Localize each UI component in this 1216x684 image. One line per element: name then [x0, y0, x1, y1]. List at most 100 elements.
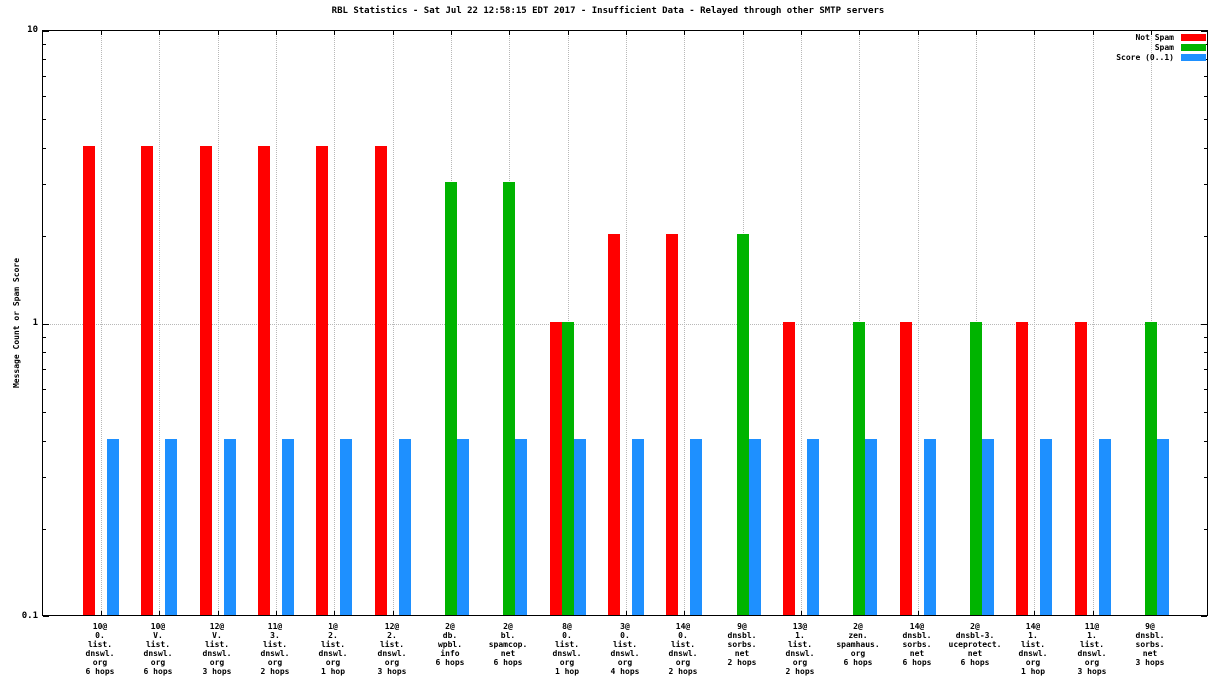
x-category-label-line: 6 hops	[902, 658, 932, 667]
y-major-tick	[1201, 31, 1207, 32]
bar-score-0-1-	[924, 439, 936, 615]
x-category-label-line: 14@	[1025, 622, 1041, 631]
x-category-label-line: org	[559, 658, 575, 667]
x-category-label-line: list.	[1020, 640, 1046, 649]
legend-label: Spam	[1154, 43, 1174, 52]
x-tick	[568, 31, 569, 35]
vertical-gridline	[101, 31, 102, 615]
x-category-label-line: dnsbl.	[1135, 631, 1165, 640]
x-category-label-line: list.	[87, 640, 113, 649]
x-category-label-line: 0.	[620, 631, 630, 640]
x-tick	[393, 611, 394, 615]
x-category-label-line: org	[325, 658, 341, 667]
x-tick	[801, 611, 802, 615]
bar-score-0-1-	[515, 439, 527, 615]
x-category-label-line: dnswl.	[552, 649, 582, 658]
x-category-label-line: dnswl.	[377, 649, 407, 658]
x-category-label-line: dnsbl.	[727, 631, 757, 640]
x-category-label-line: dnswl.	[668, 649, 698, 658]
bar-score-0-1-	[107, 439, 119, 615]
x-category-label-line: 2@	[445, 622, 455, 631]
y-tick-label: 0.1	[21, 611, 38, 621]
x-category-label-line: net	[967, 649, 983, 658]
legend-row: Not Spam	[1116, 33, 1206, 42]
vertical-gridline	[626, 31, 627, 615]
y-minor-tick	[43, 337, 46, 338]
vertical-gridline	[276, 31, 277, 615]
x-category-label-line: 12@	[384, 622, 400, 631]
x-category-label-line: org	[1084, 658, 1100, 667]
legend: Not Spam Spam Score (0..1)	[1116, 33, 1206, 63]
horizontal-gridline-1	[43, 324, 1207, 325]
bar-spam	[737, 234, 749, 615]
x-category-label-line: list.	[379, 640, 405, 649]
vertical-gridline	[334, 31, 336, 615]
x-category-label-line: wpbl.	[437, 640, 463, 649]
bar-spam	[503, 182, 515, 615]
x-category-label-line: sorbs.	[1135, 640, 1165, 649]
y-minor-tick	[1204, 529, 1207, 530]
x-tick	[159, 611, 160, 615]
x-category-label-line: 2 hops	[727, 658, 757, 667]
x-category-label-line: dnswl.	[85, 649, 115, 658]
legend-row: Score (0..1)	[1116, 53, 1206, 62]
vertical-gridline	[801, 31, 802, 615]
bar-not-spam	[375, 146, 387, 615]
bar-spam	[853, 322, 865, 615]
y-minor-tick	[43, 236, 46, 237]
bar-score-0-1-	[282, 439, 294, 615]
legend-swatch-score-0-1-	[1181, 54, 1206, 61]
x-category-label-line: org	[384, 658, 400, 667]
bar-score-0-1-	[165, 439, 177, 615]
vertical-gridline	[1034, 31, 1036, 615]
x-tick	[918, 31, 919, 35]
x-category-label: 13@ 1. list. dnswl. org 2 hops	[764, 622, 836, 676]
y-minor-tick	[43, 529, 46, 530]
x-tick	[276, 611, 277, 615]
x-category-label: 1@ 2. list. dnswl. org 1 hop	[297, 622, 369, 676]
x-category-label-line: 1 hop	[1020, 667, 1046, 676]
y-minor-tick	[1204, 76, 1207, 77]
x-category-label-line: net	[500, 649, 516, 658]
x-tick	[334, 611, 335, 615]
y-major-tick	[1201, 324, 1207, 325]
x-category-label: 2@ zen. spamhaus. org 6 hops	[822, 622, 894, 667]
x-category-label: 10@ 0. list. dnswl. org 6 hops	[64, 622, 136, 676]
bar-spam	[970, 322, 982, 615]
y-tick-label: 10	[27, 25, 38, 35]
x-category-label: 12@ V. list. dnswl. org 3 hops	[181, 622, 253, 676]
y-minor-tick	[1204, 441, 1207, 442]
x-category-label-line: dnswl.	[260, 649, 290, 658]
x-category-label: 3@ 0. list. dnswl. org 4 hops	[589, 622, 661, 676]
vertical-gridline	[684, 31, 686, 615]
x-category-label-line: 2 hops	[785, 667, 815, 676]
x-tick	[509, 31, 510, 35]
bar-not-spam	[83, 146, 95, 615]
bar-score-0-1-	[1157, 439, 1169, 615]
x-category-label-line: list.	[320, 640, 346, 649]
x-tick	[859, 31, 860, 35]
x-category-label-line: 6 hops	[143, 667, 173, 676]
vertical-gridline	[917, 31, 919, 615]
bar-score-0-1-	[982, 439, 994, 615]
x-category-label-line: 10@	[92, 622, 108, 631]
x-tick	[159, 31, 160, 35]
x-category-label-line: zen.	[848, 631, 868, 640]
x-category-label-line: 3 hops	[1135, 658, 1165, 667]
x-category-label-line: net	[734, 649, 750, 658]
bar-spam	[562, 322, 574, 615]
x-tick	[1034, 31, 1035, 35]
x-category-label: 14@ dnsbl. sorbs. net 6 hops	[881, 622, 953, 667]
x-tick	[218, 31, 219, 35]
x-category-label-line: 2@	[853, 622, 863, 631]
legend-swatch-spam	[1181, 44, 1206, 51]
x-tick	[334, 31, 335, 35]
x-category-label-line: net	[909, 649, 925, 658]
x-category-label-line: dnswl.	[610, 649, 640, 658]
x-category-label-line: spamcop.	[488, 640, 528, 649]
bar-score-0-1-	[224, 439, 236, 615]
x-category-label-line: info	[440, 649, 460, 658]
x-category-label-line: 0.	[95, 631, 105, 640]
x-category-label-line: org	[92, 658, 108, 667]
y-minor-tick	[1204, 477, 1207, 478]
